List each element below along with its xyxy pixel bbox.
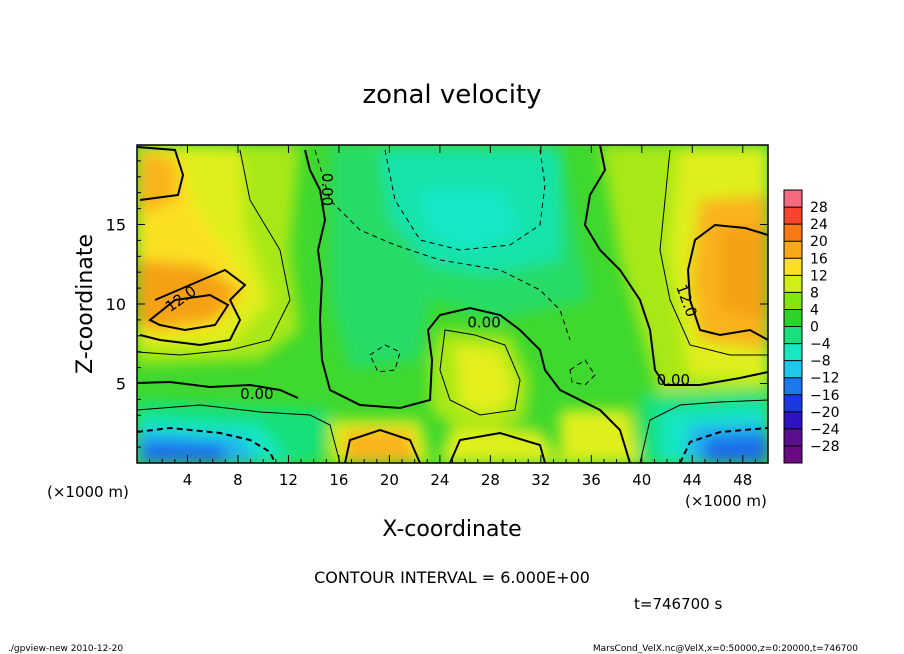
colorbar-swatch	[784, 224, 802, 242]
contour-line	[314, 149, 571, 341]
contour-label: 0.00	[240, 385, 273, 403]
contour-line	[439, 329, 521, 416]
colorbar-label: −20	[810, 405, 840, 421]
colorbar-swatch	[784, 343, 802, 362]
colorbar-swatch	[784, 428, 802, 447]
contour-line	[583, 145, 768, 386]
colorbar-swatch	[784, 207, 802, 225]
contour-region	[345, 430, 415, 463]
time-text: t=746700 s	[634, 595, 722, 613]
contour-label: 0.00	[657, 371, 690, 389]
contour-lines	[137, 145, 768, 463]
y-tick-label: 10	[106, 295, 126, 314]
x-tick-label: 4	[183, 471, 193, 489]
colorbar-swatch	[784, 445, 802, 464]
x-tick-label: 32	[531, 471, 550, 489]
y-tick-label: 15	[106, 216, 126, 235]
colorbar-swatch	[784, 411, 802, 430]
contour-line	[639, 399, 768, 463]
colorbar-swatch	[784, 190, 802, 208]
x-tick-label: 20	[380, 471, 399, 489]
colorbar-swatch	[784, 360, 802, 379]
colorbar-swatch	[784, 241, 802, 259]
colorbar-label: 0	[810, 320, 819, 336]
footer-left: ./gpview-new 2010-12-20	[8, 644, 123, 654]
colorbar-label: 24	[810, 217, 828, 233]
chart-title: zonal velocity	[362, 80, 541, 110]
colorbar-swatch	[784, 394, 802, 413]
contour-line	[449, 431, 546, 463]
y-axis-label: Z-coordinate	[73, 234, 98, 374]
contour-line	[148, 293, 230, 332]
contour-region	[705, 435, 768, 463]
y-tick-label: 5	[116, 375, 126, 394]
contour-line	[137, 149, 291, 356]
x-tick-label: 28	[481, 471, 500, 489]
colorbar-label: −12	[810, 371, 840, 387]
contour-label: 0.00	[318, 173, 336, 206]
x-tick-label: 44	[683, 471, 702, 489]
contour-line	[369, 344, 401, 373]
x-tick-label: 16	[329, 471, 348, 489]
x-axis-ticks: 4 8 12 16 20 24 28 32 36 40 44 48	[149, 145, 769, 489]
contour-label: 0.00	[467, 314, 500, 332]
colorbar-swatch	[784, 326, 802, 345]
x-axis-label: X-coordinate	[382, 517, 521, 542]
contour-line	[679, 427, 768, 463]
contour-region	[560, 410, 640, 463]
x-tick-label: 36	[582, 471, 601, 489]
contour-region	[140, 442, 230, 463]
x-unit-label: (×1000 m)	[47, 483, 129, 501]
contour-line	[384, 149, 546, 251]
contour-region	[720, 225, 768, 320]
x-tick-label: 8	[233, 471, 243, 489]
colorbar-label: −24	[810, 422, 840, 438]
contour-line	[659, 149, 768, 356]
footer-right: MarsCond_VelX.nc@VelX,x=0:50000,z=0:2000…	[593, 644, 858, 654]
x-tick-label: 40	[632, 471, 651, 489]
contour-line	[137, 146, 185, 201]
contour-line	[137, 380, 299, 399]
x-tick-label: 12	[279, 471, 298, 489]
contour-interval-text: CONTOUR INTERVAL = 6.000E+00	[314, 568, 590, 587]
x-unit-label-right: (×1000 m)	[685, 492, 767, 510]
colorbar-label: 16	[810, 251, 828, 267]
colorbar-swatch	[784, 377, 802, 396]
contour-field	[137, 145, 768, 463]
colorbar-label: −28	[810, 439, 840, 455]
x-tick-label: 48	[733, 471, 752, 489]
colorbar-label: 12	[810, 268, 828, 284]
colorbar-label: −16	[810, 388, 840, 404]
colorbar-label: 8	[810, 285, 819, 301]
contour-region	[455, 345, 515, 415]
colorbar-label: 20	[810, 234, 828, 250]
colorbar-swatch	[784, 292, 802, 310]
contour-line	[569, 359, 596, 386]
x-tick-label: 24	[430, 471, 449, 489]
colorbar-swatch	[784, 309, 802, 327]
colorbar-label: 28	[810, 200, 828, 216]
y-axis-ticks: 5 10 15	[106, 160, 768, 448]
contour-line	[304, 149, 631, 463]
contour-line	[344, 428, 421, 463]
colorbar-label: −4	[810, 337, 831, 353]
contour-line	[137, 404, 341, 463]
contour-line	[686, 223, 768, 341]
colorbar-label: 4	[810, 302, 819, 318]
colorbar-swatch	[784, 258, 802, 276]
contour-region	[420, 190, 520, 250]
colorbar-label: −8	[810, 354, 831, 370]
colorbar-swatch	[784, 275, 802, 293]
contour-line	[139, 268, 247, 347]
